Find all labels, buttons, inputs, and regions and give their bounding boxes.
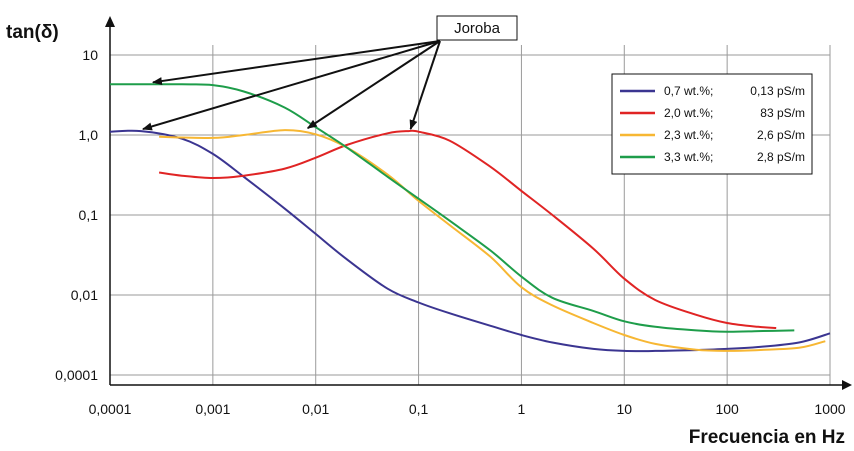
legend: 0,7 wt.%; 0,13 pS/m 2,0 wt.%; 83 pS/m 2,3 wt… [611,73,813,175]
annotation-label: Joroba [454,20,501,37]
legend-conductivity: 0,13 pS/m [750,84,805,98]
x-axis-title: Frecuencia en Hz [689,427,845,448]
x-tick-label: 0,001 [195,401,230,417]
legend-concentration: 0,7 wt.%; [664,84,713,98]
annotation-arrow [409,40,441,131]
y-axis-title: tan(δ) [6,22,59,43]
legend-conductivity: 2,8 pS/m [757,150,805,164]
annotation-arrow [306,40,441,129]
series-line [159,129,826,352]
series-line [109,129,831,353]
annotation-arrow [142,40,441,131]
y-tick-label: 10 [82,47,98,63]
x-tick-label: 1000 [814,401,845,417]
y-tick-label: 1,0 [79,127,99,143]
x-tick-label: 0,0001 [89,401,132,417]
annotation-arrow [151,40,441,85]
y-axis-arrow [105,16,115,27]
legend-concentration: 3,3 wt.%; [664,150,713,164]
x-tick-label: 100 [715,401,739,417]
series-line [109,83,795,333]
series-line [158,129,777,329]
x-tick-label: 0,01 [302,401,329,417]
series-group [109,83,831,353]
tick-labels: 0,0001 0,001 0,01 0,1 1 10 100 1000 0,0001 0,01 0,… [55,47,846,417]
legend-concentration: 2,3 wt.%; [664,128,713,142]
x-axis-arrow [842,380,852,390]
annotation-box [436,15,518,41]
y-tick-label: 0,01 [71,287,98,303]
legend-concentration: 2,0 wt.%; [664,106,713,120]
legend-conductivity: 83 pS/m [760,106,805,120]
y-tick-label: 0,1 [79,207,99,223]
y-tick-label: 0,0001 [55,367,98,383]
legend-conductivity: 2,6 pS/m [757,128,805,142]
x-tick-label: 1 [518,401,526,417]
annotation: Joroba [142,15,518,131]
x-tick-label: 0,1 [409,401,429,417]
x-tick-label: 10 [616,401,632,417]
